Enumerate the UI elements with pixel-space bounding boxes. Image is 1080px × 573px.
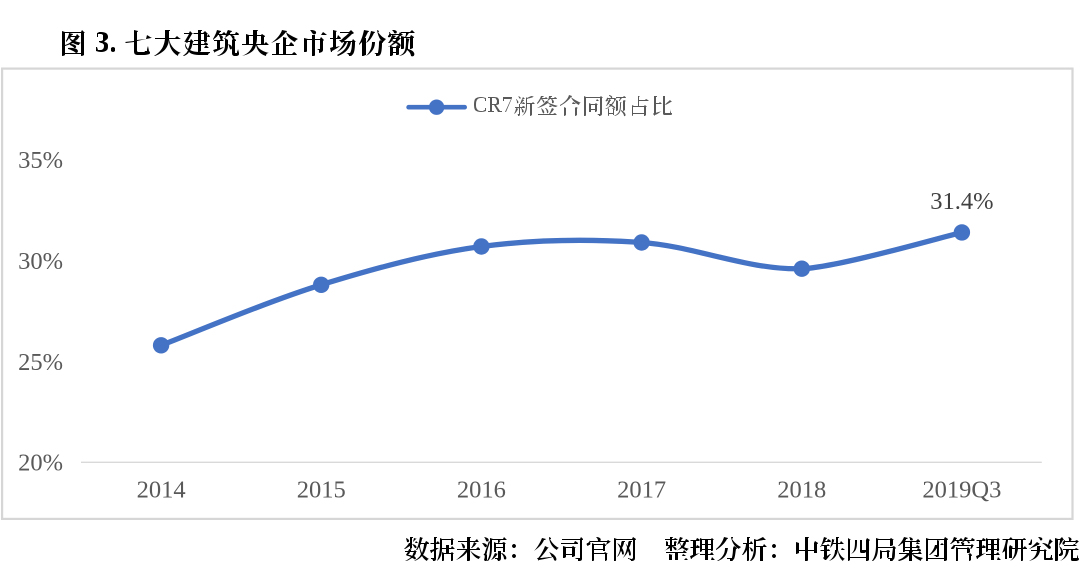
svg-text:25%: 25%	[18, 349, 63, 376]
svg-text:35%: 35%	[18, 147, 63, 174]
svg-text:2016: 2016	[457, 476, 506, 503]
svg-text:2019Q3: 2019Q3	[922, 476, 1001, 503]
svg-text:30%: 30%	[18, 248, 63, 275]
svg-text:2014: 2014	[137, 476, 186, 503]
svg-text:2015: 2015	[297, 476, 346, 503]
svg-text:20%: 20%	[18, 450, 63, 477]
svg-text:2017: 2017	[617, 476, 666, 503]
svg-text:2018: 2018	[777, 476, 826, 503]
svg-text:31.4%: 31.4%	[930, 188, 993, 215]
